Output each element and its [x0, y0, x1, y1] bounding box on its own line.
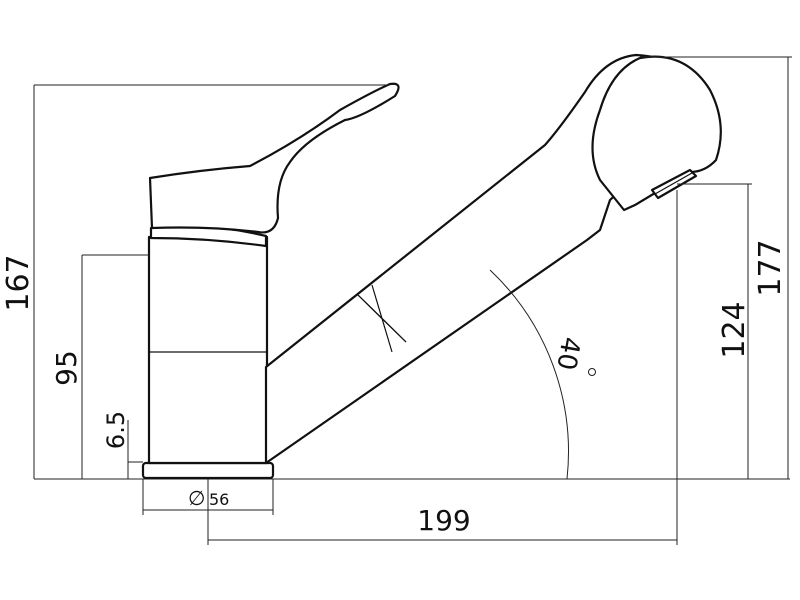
- dim-label-reach: 199: [417, 504, 470, 537]
- dim-label-base-diameter: 56: [209, 490, 229, 509]
- dim-label-spout-angle: 40: [550, 334, 585, 372]
- faucet: [141, 53, 722, 480]
- dim-spout-height: 177: [640, 56, 792, 479]
- spray-nozzle-line: [654, 172, 693, 195]
- lever-handle: [148, 82, 400, 234]
- dim-label-overall-height: 167: [1, 254, 36, 311]
- dim-label-outlet-height: 124: [717, 301, 752, 358]
- dim-outlet-height: 124: [677, 183, 752, 479]
- degree-mark: [588, 368, 596, 376]
- spout-band-edge: [357, 294, 407, 343]
- faucet-base: [141, 461, 275, 480]
- dim-base-diameter: ∅ 56: [142, 479, 274, 515]
- faucet-body: [147, 235, 269, 465]
- dim-label-body-height: 95: [50, 350, 83, 386]
- dim-body-height: 95: [50, 254, 149, 479]
- dim-label-spout-height: 177: [753, 239, 788, 296]
- dim-label-base-thickness: 6.5: [102, 411, 130, 449]
- dim-reach: 199: [207, 190, 678, 545]
- dim-spout-angle: 40: [489, 269, 596, 480]
- dim-label-diameter-symbol: ∅: [188, 486, 205, 510]
- dim-base-thickness: 6.5: [102, 411, 143, 479]
- dim-overall-height: 167: [1, 84, 390, 479]
